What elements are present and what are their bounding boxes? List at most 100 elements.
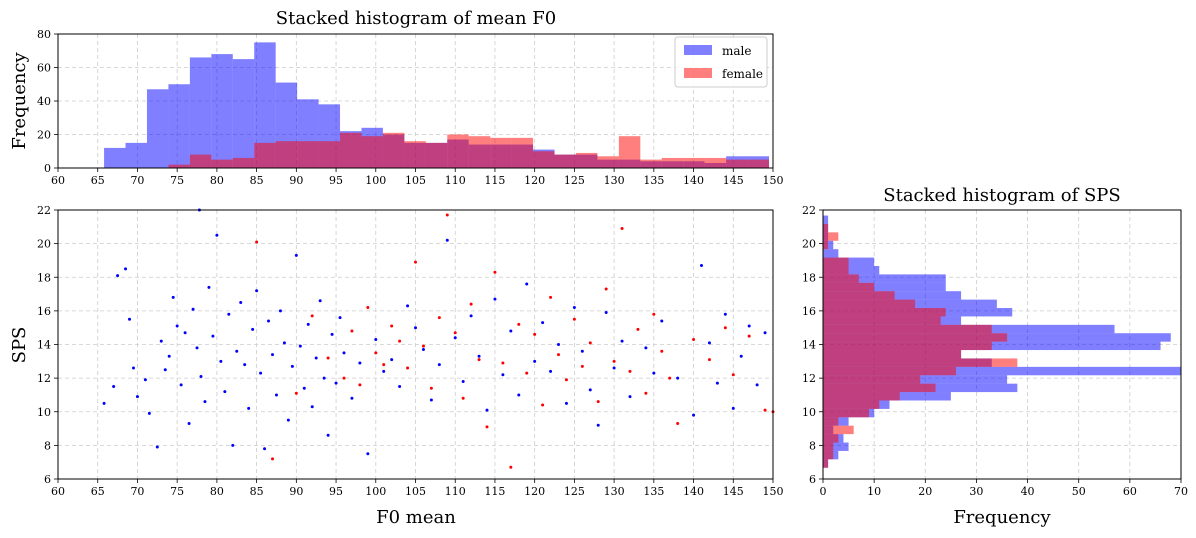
histogram-bar-female: [823, 333, 1008, 342]
scatter-point-female: [692, 337, 696, 341]
x-tick-label: 140: [683, 174, 704, 187]
scatter-point-female: [326, 356, 330, 360]
x-tick-label: 150: [763, 174, 784, 187]
histogram-bar-female: [823, 232, 839, 241]
x-tick-label: 145: [723, 174, 744, 187]
scatter-point-male: [167, 354, 171, 358]
y-tick-label: 6: [44, 473, 51, 486]
scatter-point-male: [501, 373, 505, 377]
histogram-bar-male: [823, 265, 880, 275]
scatter-point-male: [612, 366, 616, 370]
histogram-bar-female: [704, 157, 727, 168]
scatter-point-male: [171, 295, 175, 299]
x-tick-label: 90: [289, 485, 303, 498]
scatter-point-male: [564, 401, 568, 405]
histogram-bar-female: [404, 141, 426, 168]
scatter-point-male: [509, 329, 513, 333]
y-tick-label: 12: [37, 372, 51, 385]
scatter-point-male: [644, 346, 648, 350]
histogram-bar-female: [823, 299, 916, 309]
scatter-point-female: [549, 295, 553, 299]
histogram-bar-female: [823, 434, 839, 443]
histogram-bar-female: [232, 157, 255, 168]
scatter-point-male: [620, 339, 624, 343]
scatter-point-female: [366, 306, 370, 310]
scatter-point-male: [374, 337, 378, 341]
histogram-bar-female: [490, 137, 512, 168]
legend-swatch-female: [684, 68, 712, 78]
scatter-point-male: [398, 385, 402, 389]
scatter-point-male: [219, 359, 223, 363]
scatter-point-male: [469, 314, 473, 318]
x-tick-label: 65: [91, 485, 105, 498]
histogram-bar-female: [468, 136, 491, 168]
histogram-bar-female: [575, 152, 598, 168]
histogram-bar-female: [823, 316, 941, 325]
scatter-point-male: [429, 398, 433, 402]
scatter-point-female: [445, 213, 449, 217]
scatter-point-female: [580, 364, 584, 368]
scatter-point-female: [557, 353, 560, 357]
histogram-bar-female: [823, 442, 834, 451]
scatter-point-male: [437, 363, 441, 367]
scatter-point-female: [453, 331, 457, 335]
histogram-bar-female: [683, 157, 705, 168]
y-tick-label: 22: [802, 204, 816, 217]
scatter-point-female: [477, 358, 481, 362]
histogram-bar-female: [823, 400, 880, 409]
histogram-bar-female: [823, 350, 962, 359]
scatter-point-male: [102, 401, 106, 405]
scatter-point-female: [493, 270, 497, 274]
scatter-point-male: [263, 447, 267, 451]
scatter-point-male: [116, 274, 120, 278]
x-tick-label: 130: [604, 485, 625, 498]
histogram-bar-female: [823, 324, 992, 334]
y-tick-label: 12: [802, 372, 816, 385]
y-tick-label: 60: [37, 62, 51, 75]
scatter-point-female: [652, 312, 656, 316]
scatter-point-male: [652, 371, 656, 375]
x-tick-label: 60: [51, 174, 65, 187]
scatter-point-female: [469, 302, 473, 306]
sps-histogram-xlabel: Frequency: [953, 507, 1051, 528]
scatter-point-male: [572, 306, 576, 310]
histogram-bar-female: [361, 136, 383, 168]
scatter-point-male: [557, 343, 560, 346]
x-tick-label: 85: [250, 174, 264, 187]
x-tick-label: 10: [867, 485, 881, 498]
scatter-point-female: [374, 351, 378, 355]
x-tick-label: 140: [683, 485, 704, 498]
scatter-point-female: [588, 341, 592, 345]
scatter-point-female: [533, 332, 537, 336]
scatter-point-male: [203, 400, 207, 404]
histogram-bar-female: [823, 417, 839, 426]
scatter-point-male: [739, 354, 743, 358]
histogram-bar-female: [823, 308, 946, 317]
scatter-point-female: [390, 324, 394, 328]
scatter-point-female: [350, 329, 354, 333]
f0-histogram-ylabel: Frequency: [9, 51, 30, 149]
histogram-bar-female: [823, 265, 849, 275]
scatter-point-male: [700, 263, 703, 267]
histogram-bar-female: [168, 164, 190, 168]
histogram-bar-male: [254, 42, 276, 168]
scatter-point-female: [437, 316, 441, 320]
y-tick-label: 16: [37, 305, 51, 318]
scatter-point-male: [358, 361, 362, 365]
histogram-bar-male: [211, 54, 233, 168]
scatter-point-female: [636, 327, 640, 331]
histogram-bar-female: [823, 375, 921, 384]
scatter-point-male: [342, 351, 346, 355]
scatter-point-male: [338, 316, 342, 320]
scatter-point-female: [596, 400, 600, 404]
scatter-point-male: [461, 379, 465, 383]
scatter-point-female: [747, 334, 751, 338]
scatter-point-male: [580, 349, 584, 353]
scatter-point-male: [604, 311, 608, 315]
scatter-point-male: [533, 359, 537, 363]
scatter-point-female: [485, 425, 489, 429]
scatter-point-male: [187, 422, 191, 426]
scatter-point-female: [628, 369, 632, 373]
scatter-point-male: [298, 344, 302, 348]
